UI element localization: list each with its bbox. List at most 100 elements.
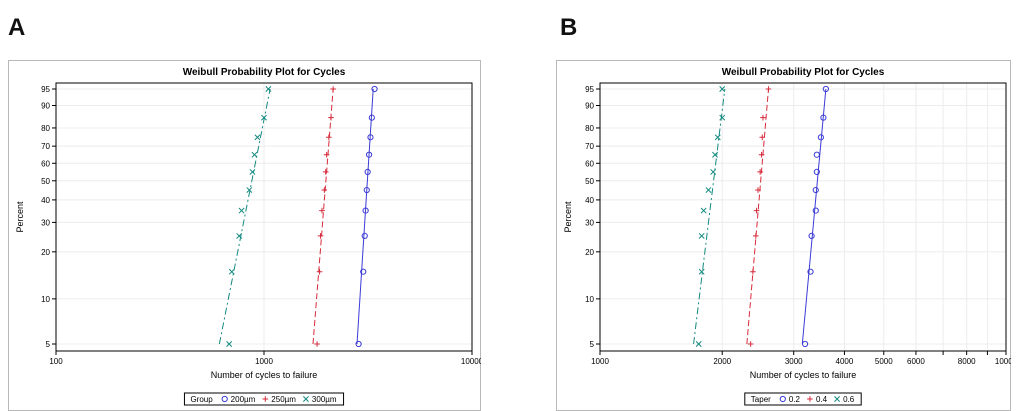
data-point (238, 207, 245, 214)
x-tick-label: 4000 (836, 357, 854, 366)
data-point (714, 134, 721, 141)
data-point (360, 268, 367, 275)
data-point (820, 114, 827, 121)
x-tick-label: 100 (49, 357, 63, 366)
y-tick-label: 5 (590, 340, 595, 349)
data-point (759, 134, 766, 141)
data-point (801, 340, 809, 348)
panel-label-a: A (8, 14, 26, 41)
data-point (328, 114, 334, 121)
legend-entry: 300µm (312, 395, 337, 404)
legend-title: Taper (751, 395, 771, 404)
data-point (265, 86, 272, 92)
y-tick-label: 90 (585, 101, 594, 110)
data-point (719, 86, 726, 92)
legend-marker (302, 396, 309, 402)
series-2-b (746, 86, 772, 347)
x-tick-label: 1000 (591, 357, 609, 366)
data-point (316, 268, 323, 275)
fit-line (746, 88, 769, 345)
data-point (228, 268, 235, 275)
x-tick-label: 10000 (461, 357, 481, 366)
y-tick-label: 90 (41, 101, 50, 110)
data-point (365, 151, 373, 158)
data-point (314, 341, 320, 347)
y-tick-label: 40 (41, 196, 50, 205)
fit-line (218, 88, 271, 345)
data-point (760, 114, 766, 121)
y-tick-label: 20 (585, 248, 594, 257)
fit-line (312, 88, 334, 345)
data-point (322, 169, 329, 175)
data-point (367, 134, 374, 141)
data-point (758, 151, 765, 158)
data-point (710, 168, 717, 175)
weibull-chart-b: Weibull Probability Plot for Cycles 5 10 20… (556, 60, 1011, 411)
data-point (755, 187, 761, 193)
y-tick-label: 95 (41, 85, 50, 94)
data-point (326, 134, 332, 141)
data-point (321, 187, 328, 193)
data-point (812, 207, 819, 214)
x-tick-label: 3000 (785, 357, 803, 366)
y-tick-label: 50 (585, 177, 594, 186)
y-tick-label: 30 (585, 218, 594, 227)
y-tick-label: 70 (41, 142, 50, 151)
chart-frame (8, 60, 481, 411)
y-tick-label: 10 (41, 295, 50, 304)
data-point (813, 151, 820, 158)
legend-entry: 0.2 (789, 395, 801, 404)
plot-area (599, 82, 1007, 352)
legend-marker (262, 396, 269, 402)
y-tick-label: 5 (46, 340, 51, 349)
weibull-chart-a: Weibull Probability Plot for Cycles 5 10 20… (8, 60, 481, 411)
data-point (362, 207, 369, 214)
data-point (698, 232, 705, 239)
data-point (812, 186, 819, 194)
data-point (817, 134, 824, 141)
y-tick-label: 60 (585, 159, 594, 168)
chart-title: Weibull Probability Plot for Cycles (722, 67, 885, 78)
data-point (355, 340, 362, 348)
data-point (700, 207, 707, 214)
panel-label-b: B (560, 14, 578, 41)
x-tick-label: 6000 (907, 357, 925, 366)
data-point (254, 134, 261, 141)
data-point (750, 268, 756, 275)
data-point (813, 168, 820, 175)
series-2-a (312, 86, 336, 347)
x-tick-label: 2000 (713, 357, 731, 366)
x-tick-label: 5000 (875, 357, 893, 366)
y-tick-label: 95 (585, 85, 594, 94)
data-point (753, 207, 760, 214)
data-point (698, 268, 705, 275)
y-tick-label: 60 (41, 159, 50, 168)
data-point (695, 341, 702, 347)
data-point (251, 151, 258, 158)
series-1-a (355, 85, 378, 348)
y-tick-label: 70 (585, 142, 594, 151)
series-3-b (693, 86, 726, 347)
data-point (753, 233, 759, 239)
legend-box (744, 392, 862, 406)
legend-entry: 250µm (271, 395, 296, 404)
x-tick-label: 8000 (958, 357, 976, 366)
legend-title: Group (190, 395, 213, 404)
data-point (807, 268, 814, 275)
data-point (757, 169, 763, 175)
series-3-a (218, 86, 272, 347)
x-axis-label: Number of cycles to failure (750, 370, 857, 380)
legend: Group 200µm 250µm 300µm (183, 392, 345, 406)
series-1-b (801, 85, 829, 348)
data-point (705, 187, 712, 193)
y-tick-label: 80 (41, 124, 50, 133)
data-point (747, 341, 754, 347)
y-axis-label: Percent (15, 201, 25, 233)
data-point (808, 232, 815, 239)
y-axis-label: Percent (563, 201, 573, 233)
fit-line (356, 88, 374, 345)
legend-marker (221, 395, 228, 403)
x-axis-label: Number of cycles to failure (211, 370, 318, 380)
data-point (317, 233, 324, 239)
data-point (368, 114, 375, 121)
